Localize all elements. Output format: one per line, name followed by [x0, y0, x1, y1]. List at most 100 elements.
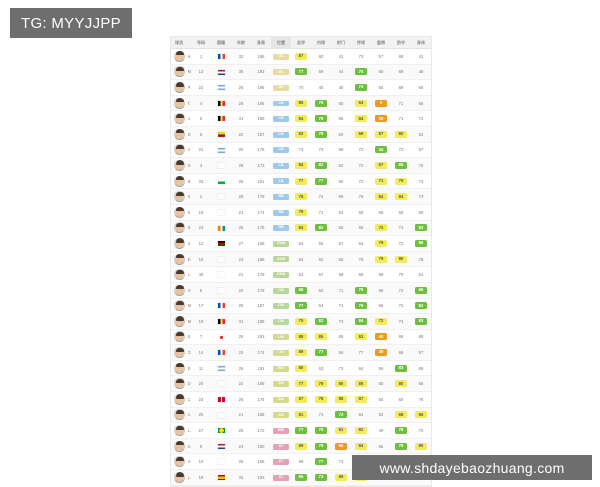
player-name-cell[interactable]: V. Wanyama [171, 235, 191, 252]
player-name-cell[interactable]: H. Kane [171, 453, 191, 471]
player-name-cell[interactable]: J. Onomah [171, 407, 191, 424]
player-name-cell[interactable]: D. Sánchez [171, 126, 191, 143]
height-cell: 183 [251, 329, 271, 346]
flag-icon-en [217, 459, 225, 465]
flag-icon-en [217, 272, 225, 278]
column-header-shoot[interactable]: 内球 [311, 37, 331, 49]
position-cell: CM [271, 313, 291, 330]
column-header-age[interactable]: 年龄 [231, 37, 251, 49]
player-name-cell[interactable]: M. Sissoko [171, 298, 191, 315]
player-name-cell[interactable]: G. N'Koudou [171, 344, 191, 361]
age-cell: 23 [231, 344, 251, 361]
shirt-number-cell: 5 [191, 110, 211, 127]
player-name-cell[interactable]: Llorente [171, 469, 191, 486]
player-name-cell[interactable]: S. Aurier [171, 220, 191, 237]
player-name-cell[interactable]: Lucas Moura [171, 422, 191, 439]
stat-cell: 60 [331, 95, 351, 112]
table-row[interactable]: G. N'Koudou1423174LW89775677396857 [171, 344, 431, 361]
player-name-label: H. Lloris [187, 53, 192, 59]
player-name-cell[interactable]: E. Lamela [171, 360, 191, 377]
stat-cell: 64 [291, 235, 311, 252]
table-row[interactable]: L. Amos4021179CDM53675968687061 [171, 266, 431, 283]
player-name-label: E. Dier [187, 256, 192, 262]
height-cell: 185 [251, 313, 271, 330]
position-cell: GK [271, 64, 291, 81]
player-name-cell[interactable]: M. Dembélé [171, 313, 191, 330]
column-header-phys[interactable]: 防守 [391, 37, 411, 49]
table-row[interactable]: B. Davies3325181LB77776072717973 [171, 173, 431, 190]
player-name-cell[interactable]: T. Alderweireld [171, 95, 191, 112]
watermark-bottom-url: www.shdayebaozhuang.com [352, 455, 592, 480]
stat-cell: 56 [371, 79, 391, 96]
column-header-ovr[interactable]: 身体 [411, 37, 431, 49]
avatar [174, 175, 185, 187]
player-name-cell[interactable]: E. Dier [171, 251, 192, 268]
nationality-cell [211, 391, 231, 408]
table-row[interactable]: D. Alli2022188AM77798085608066 [171, 375, 431, 393]
player-name-cell[interactable]: M. Vorm [171, 64, 191, 81]
stat-cell: 77 [291, 422, 311, 439]
nationality-cell [211, 453, 231, 471]
table-row[interactable]: H. Lloris132188GK87604173576841 [171, 48, 431, 65]
height-cell: 188 [251, 251, 271, 268]
table-row[interactable]: C. Eriksen2326175AM67788887656078 [171, 391, 431, 408]
table-row[interactable]: K. Trippier228178RB78746676848473 [171, 188, 431, 205]
column-header-pace[interactable]: 总评 [291, 37, 311, 49]
stat-cell: 58 [331, 142, 351, 159]
table-row[interactable]: V. Wanyama1227188CDM64555764797286 [171, 235, 431, 252]
position-cell: RW [271, 360, 291, 377]
player-name-cell[interactable]: P. Gazzaniga [171, 79, 191, 96]
player-name-cell[interactable]: H. Winks [171, 282, 191, 299]
stat-highlight-chip: 68 [394, 411, 408, 419]
stat-cell: 68 [391, 344, 411, 361]
stat-cell: 87 [291, 48, 311, 65]
player-name-cell[interactable]: D. Alli [171, 375, 191, 393]
stat-cell: 60 [331, 126, 351, 143]
column-header-drib[interactable]: 传球 [351, 37, 371, 49]
player-name-cell[interactable]: D. Rose [171, 157, 191, 174]
shirt-number-cell: 14 [191, 344, 211, 361]
table-row[interactable]: K.Walker-Peters1621174RB79715369656960 [171, 204, 431, 221]
column-header-def[interactable]: 盘带 [371, 37, 391, 49]
player-name-cell[interactable]: K. Trippier [171, 188, 191, 205]
column-header-height[interactable]: 身高 [251, 37, 271, 49]
player-name-cell[interactable]: J. Foyth [171, 142, 191, 159]
height-cell: 188 [251, 48, 271, 65]
nationality-cell [211, 110, 231, 127]
table-row[interactable]: J. Foyth2120178CB73735872347267 [171, 142, 431, 159]
player-name-cell[interactable]: L. Amos [171, 266, 191, 283]
player-name-cell[interactable]: H. Lloris [171, 48, 192, 65]
player-name-cell[interactable]: V. Janssen [171, 438, 191, 455]
avatar [174, 81, 185, 93]
column-header-pos[interactable]: 位置 [271, 37, 291, 49]
column-header-nation[interactable]: 国籍 [211, 37, 231, 49]
player-name-cell[interactable]: B. Davies [171, 173, 191, 190]
player-name-cell[interactable]: Son Heung-Min [171, 329, 191, 346]
stat-highlight-chip: 87 [354, 395, 368, 403]
table-row[interactable]: P. Gazzaniga2226196GK70454574566966 [171, 79, 431, 96]
table-row[interactable]: J. Vertonghen531189CB84796584367172 [171, 110, 431, 127]
table-row[interactable]: M. Dembélé1931185CM75827384727383 [171, 313, 431, 330]
player-name-cell[interactable]: K.Walker-Peters [171, 204, 191, 221]
column-header-pass[interactable]: 射门 [331, 37, 351, 49]
column-header-number[interactable]: 号码 [191, 37, 211, 49]
player-name-cell[interactable]: C. Eriksen [171, 391, 191, 408]
player-name-cell[interactable]: J. Vertonghen [171, 110, 191, 127]
stat-cell: 59 [331, 266, 351, 283]
stat-highlight-chip: 87 [294, 52, 308, 60]
flag-icon-co [217, 131, 225, 137]
table-row[interactable]: S. Aurier2426176RB84826566727482 [171, 220, 431, 237]
column-header-name[interactable]: 球员 [171, 37, 191, 49]
